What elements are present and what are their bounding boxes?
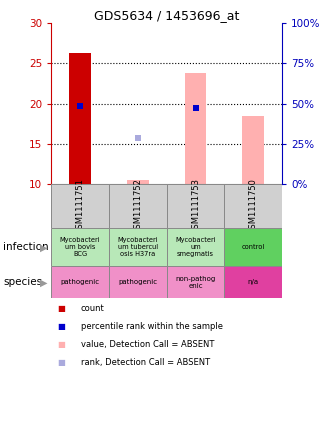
Bar [51,266,109,298]
Text: infection: infection [3,242,49,253]
Text: GSM1111751: GSM1111751 [76,178,84,234]
Bar [109,184,167,228]
Text: ▶: ▶ [40,277,48,287]
Text: control: control [242,244,265,250]
Bar [109,266,167,298]
Text: Mycobacteri
um tubercul
osis H37ra: Mycobacteri um tubercul osis H37ra [117,237,158,258]
Text: ■: ■ [58,340,66,349]
Text: non-pathog
enic: non-pathog enic [176,276,215,289]
Text: ■: ■ [58,357,66,367]
Text: pathogenic: pathogenic [60,279,100,286]
Text: ■: ■ [58,322,66,331]
Text: ▶: ▶ [40,242,48,253]
Bar [184,73,207,184]
Text: pathogenic: pathogenic [118,279,157,286]
Bar [167,228,224,266]
Text: n/a: n/a [248,279,259,286]
Bar [167,184,224,228]
Text: GSM1111752: GSM1111752 [133,178,142,234]
Text: Mycobacteri
um
smegmatis: Mycobacteri um smegmatis [175,237,216,258]
Bar [51,228,109,266]
Bar [167,266,224,298]
Bar [224,266,282,298]
Text: GSM1111750: GSM1111750 [249,178,258,234]
Title: GDS5634 / 1453696_at: GDS5634 / 1453696_at [94,9,239,22]
Text: percentile rank within the sample: percentile rank within the sample [81,322,223,331]
Bar [69,53,91,184]
Bar [224,228,282,266]
Text: Mycobacteri
um bovis
BCG: Mycobacteri um bovis BCG [60,237,100,258]
Text: GSM1111753: GSM1111753 [191,178,200,234]
Text: count: count [81,304,105,313]
Bar [242,116,264,184]
Text: rank, Detection Call = ABSENT: rank, Detection Call = ABSENT [81,357,210,367]
Text: species: species [3,277,43,287]
Bar [109,228,167,266]
Bar [127,180,149,184]
Text: value, Detection Call = ABSENT: value, Detection Call = ABSENT [81,340,214,349]
Bar [51,184,109,228]
Bar [224,184,282,228]
Text: ■: ■ [58,304,66,313]
